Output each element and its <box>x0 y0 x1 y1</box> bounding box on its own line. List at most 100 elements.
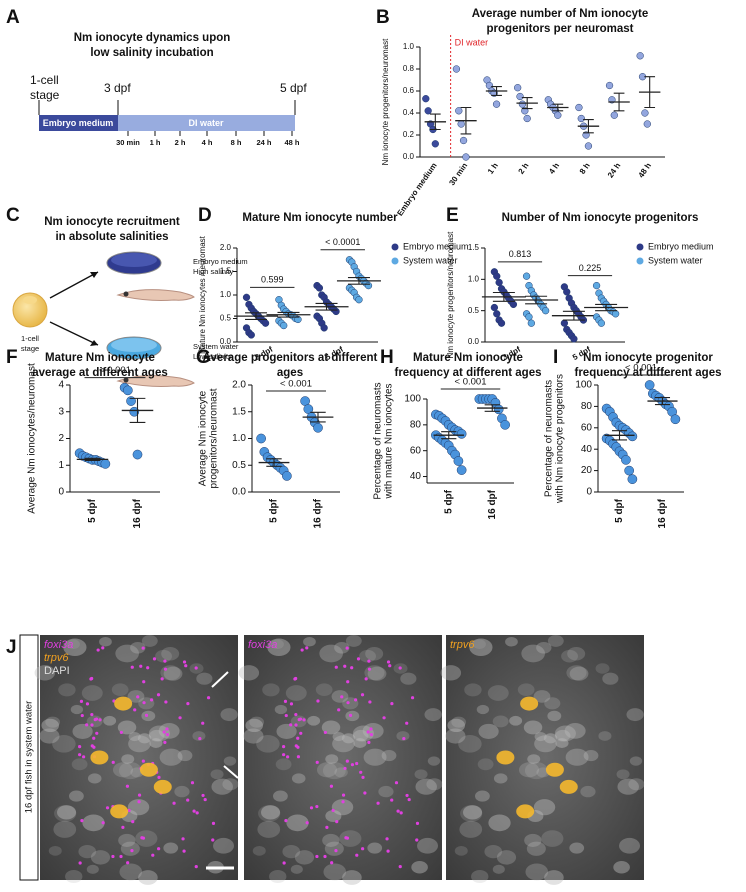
chart-title: ages <box>277 367 303 379</box>
foxi3a-dot <box>369 727 373 731</box>
nucleus <box>411 861 428 874</box>
nucleus <box>534 732 547 742</box>
nucleus <box>127 799 150 816</box>
y-tick-label: 0.6 <box>403 86 415 95</box>
foxi3a-dot <box>95 731 99 735</box>
x-tick-label: 5 dpf <box>443 489 454 514</box>
y-tick-label: 0.8 <box>403 64 415 73</box>
data-point <box>294 315 302 324</box>
trpv6-cluster <box>153 779 172 794</box>
foxi3a-dot <box>139 664 143 668</box>
data-point <box>495 278 503 287</box>
foxi3a-dot <box>152 657 157 661</box>
nucleus <box>341 733 356 744</box>
time-label: 1 h <box>150 138 161 147</box>
foxi3a-dot <box>157 775 161 780</box>
nucleus <box>544 697 561 710</box>
nucleus <box>78 844 97 859</box>
nucleus <box>460 805 483 822</box>
nucleus <box>521 644 546 663</box>
trpv6-cluster <box>545 762 564 777</box>
nucleus <box>149 738 163 748</box>
data-point <box>493 272 501 280</box>
foxi3a-dot <box>323 854 327 859</box>
nucleus <box>274 704 288 715</box>
data-point <box>422 95 430 103</box>
foxi3a-dot <box>194 666 198 670</box>
nucleus <box>192 731 206 741</box>
nucleus <box>138 870 158 885</box>
fish-eye <box>123 291 129 297</box>
sem-bar <box>347 277 370 285</box>
data-point <box>431 140 439 148</box>
foxi3a-dot <box>415 838 419 842</box>
time-label: 30 min <box>116 138 140 147</box>
nucleus <box>352 729 369 742</box>
foxi3a-dot <box>125 784 130 788</box>
nucleus <box>48 845 62 856</box>
nucleus <box>322 762 346 780</box>
nucleus <box>459 820 483 838</box>
foxi3a-dot <box>90 723 94 727</box>
foxi3a-dot <box>289 723 293 727</box>
panel-letter: F <box>6 347 18 368</box>
x-tick-label: 16 dpf <box>487 489 498 519</box>
data-point <box>636 52 644 60</box>
nucleus <box>367 842 383 854</box>
y-tick-label: 40 <box>581 444 593 455</box>
y-axis-label: Average Nm ionocytes/neuromast <box>27 363 38 514</box>
nucleus <box>316 762 338 778</box>
foxi3a-dot <box>198 736 202 741</box>
foxi3a-dot <box>348 713 353 717</box>
sem-bar <box>562 310 585 321</box>
arrow <box>211 671 229 688</box>
sem-bar <box>644 76 656 109</box>
panel-letter: A <box>6 7 20 28</box>
y-tick-label: 1.5 <box>468 243 480 252</box>
foxi3a-dot <box>142 701 146 705</box>
foxi3a-dot <box>211 838 215 842</box>
foxi3a-dot <box>367 659 371 663</box>
nucleus <box>323 863 347 881</box>
nucleus <box>524 762 548 780</box>
sem-bar <box>595 303 618 312</box>
nucleus <box>112 762 134 778</box>
data-point <box>315 284 324 292</box>
chart-title: frequency at different ages <box>395 367 542 379</box>
x-tick-label: Embryo medium <box>395 161 438 218</box>
charts: Average number of Nm ionocyte progenitors… <box>27 8 722 528</box>
foxi3a-dot <box>164 700 168 704</box>
foxi3a-dot <box>201 721 205 725</box>
foxi3a-dot <box>345 836 350 840</box>
arrow <box>49 271 99 299</box>
nucleus <box>99 636 112 647</box>
nucleus <box>127 690 145 703</box>
y-tick-label: 1.0 <box>232 433 246 444</box>
foxi3a-dot <box>363 791 367 795</box>
y-axis-label: Nm ionocyte progenitors/neuromast <box>446 231 455 359</box>
sem-bar <box>552 103 564 112</box>
chart-title: Mature Nm ionocyte number <box>242 212 398 224</box>
trpv6-cluster <box>139 762 158 777</box>
dish-water <box>111 338 157 352</box>
nucleus <box>118 762 142 780</box>
nucleus <box>63 638 87 656</box>
foxi3a-dot <box>361 847 365 851</box>
nucleus <box>34 665 56 681</box>
x-tick-label: 30 min <box>447 161 469 187</box>
nucleus <box>303 636 316 647</box>
nucleus <box>54 805 77 822</box>
image-bg <box>244 635 442 880</box>
nucleus <box>476 704 490 715</box>
sem-bar <box>460 106 472 135</box>
foxi3a-dot <box>85 702 90 706</box>
data-point <box>456 429 467 439</box>
foxi3a-dot <box>341 800 345 804</box>
nucleus <box>544 870 564 885</box>
p-value: < 0.001 <box>99 365 131 376</box>
data-point <box>462 153 470 161</box>
data-point <box>670 414 681 425</box>
data-point <box>424 107 432 115</box>
data-point <box>455 107 463 115</box>
nucleus <box>378 785 394 798</box>
